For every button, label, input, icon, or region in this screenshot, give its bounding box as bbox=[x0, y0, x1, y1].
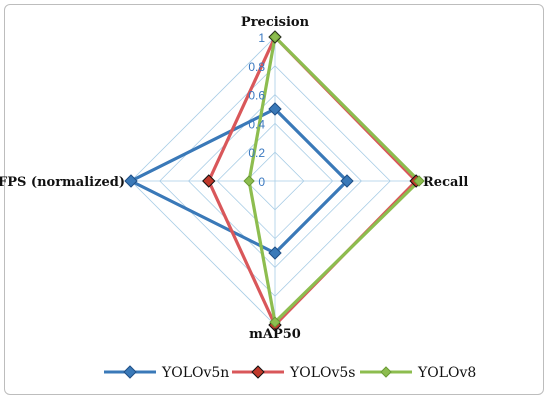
series-line-yolov8 bbox=[247, 33, 422, 326]
tick-label: 0.4 bbox=[248, 117, 265, 131]
legend-item-yolov5n: YOLOv5n bbox=[104, 365, 229, 381]
data-point-yolov8 bbox=[269, 31, 281, 43]
axis-label-recall: Recall bbox=[423, 175, 468, 190]
data-point-yolov5n bbox=[124, 174, 138, 188]
legend-item-yolov8: YOLOv8 bbox=[360, 365, 476, 381]
legend-marker-yolov5n bbox=[123, 365, 137, 379]
radar-spokes bbox=[131, 37, 419, 325]
tick-labels: 0 0.2 0.4 0.6 0.8 1 bbox=[248, 31, 265, 189]
axis-label-fps: FPS (normalized) bbox=[0, 175, 125, 190]
legend-marker-yolov8 bbox=[380, 366, 392, 378]
data-point-yolov8 bbox=[413, 175, 425, 187]
legend-label-yolov8: YOLOv8 bbox=[417, 365, 476, 381]
axis-labels: Precision Recall mAP50 FPS (normalized) bbox=[0, 15, 468, 342]
data-point-yolov8 bbox=[269, 316, 281, 328]
legend-label-yolov5s: YOLOv5s bbox=[289, 365, 356, 381]
axis-label-precision: Precision bbox=[241, 15, 310, 30]
data-point-yolov5n bbox=[268, 102, 282, 116]
axis-label-map50: mAP50 bbox=[249, 327, 301, 342]
tick-label: 0 bbox=[258, 175, 265, 189]
legend-label-yolov5n: YOLOv5n bbox=[161, 365, 229, 381]
legend: YOLOv5n YOLOv5s YOLOv8 bbox=[104, 365, 476, 381]
tick-label: 1 bbox=[258, 31, 265, 45]
tick-label: 0.2 bbox=[248, 146, 265, 160]
legend-item-yolov5s: YOLOv5s bbox=[232, 365, 356, 381]
data-point-yolov5s bbox=[202, 174, 216, 188]
tick-label: 0.6 bbox=[248, 89, 265, 103]
data-point-yolov5n bbox=[340, 174, 354, 188]
data-point-yolov8 bbox=[243, 175, 255, 187]
legend-marker-yolov5s bbox=[251, 365, 265, 379]
data-point-yolov5n bbox=[268, 246, 282, 260]
series-markers bbox=[124, 30, 425, 332]
tick-label: 0.8 bbox=[248, 60, 265, 74]
